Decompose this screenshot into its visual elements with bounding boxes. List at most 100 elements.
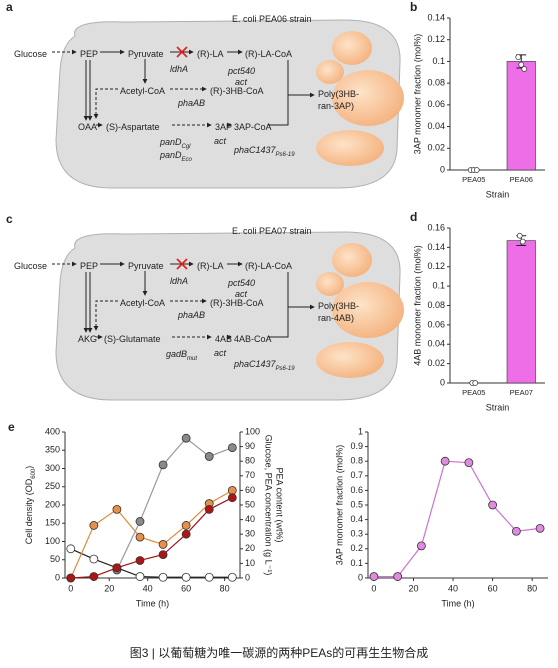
series-marker — [204, 504, 214, 514]
node-text: (R)-LA-CoA — [245, 49, 292, 59]
knockout-mark — [176, 258, 188, 270]
y-tick-label: 0.1 — [432, 281, 445, 291]
granule — [332, 70, 404, 126]
node-text: phaC1437 — [233, 359, 277, 369]
node-text: phaC1437 — [233, 145, 277, 155]
series-marker — [440, 456, 450, 466]
y-tick-label: 0 — [440, 164, 445, 174]
node-label: OAA — [78, 122, 97, 132]
y-axis-label-text: ) — [24, 466, 34, 469]
node-text: (S)-Aspartate — [106, 122, 160, 132]
pathway-diagram: a E. coli PEA06 strain Glucose PEP Pyruvate (… — [6, 0, 404, 189]
y-tick-label: 200 — [45, 499, 60, 509]
series-marker — [227, 443, 237, 453]
y-tick-label: 0.08 — [427, 300, 445, 310]
node-label: Pyruvate — [128, 49, 164, 59]
y-tick-label: 0.2 — [350, 543, 363, 553]
node-text: Pyruvate — [128, 261, 164, 271]
series-marker — [369, 572, 379, 581]
node-text: ran-4AB) — [318, 313, 354, 323]
node-label: ldhA — [170, 64, 188, 74]
node-label: Acetyl-CoA — [120, 298, 165, 308]
y2-tick-label: 80 — [245, 456, 255, 466]
data-point — [515, 54, 522, 60]
y-tick-label: 0 — [358, 572, 363, 582]
series-marker — [181, 572, 191, 582]
series-marker — [417, 541, 426, 551]
node-text: (S)-Glutamate — [104, 334, 161, 344]
node-text: Poly(3HB- — [318, 301, 359, 311]
series-marker — [181, 433, 191, 443]
y2-tick-label: 100 — [245, 426, 260, 436]
y-tick-label: 350 — [45, 445, 60, 455]
node-subscript: Ps6-19 — [276, 366, 296, 372]
series-line — [116, 437, 233, 571]
node-label: ldhA — [170, 276, 188, 286]
node-label: AKG — [78, 334, 97, 344]
y-tick-label: 0.14 — [427, 12, 445, 22]
node-label: (R)-LA — [197, 49, 224, 59]
node-text: E. coli PEA07 strain — [232, 226, 312, 236]
y-tick-label: 0.8 — [350, 456, 363, 466]
granule — [332, 243, 372, 277]
y-tick-label: 0.1 — [350, 558, 363, 568]
node-label: ran-4AB) — [318, 313, 354, 323]
y-tick-label: 0.3 — [350, 529, 363, 539]
y-tick-label: 0.04 — [427, 121, 445, 131]
node-text: gadB — [166, 349, 187, 359]
node-label: PEP — [80, 49, 98, 59]
node-text: PEP — [80, 261, 98, 271]
node-label: 3AP — [215, 122, 232, 132]
series-marker — [393, 572, 403, 581]
node-label: (S)-Glutamate — [104, 334, 161, 344]
node-text: (R)-LA-CoA — [245, 261, 292, 271]
node-text: ran-3AP) — [318, 101, 354, 111]
y-tick-label: 0.02 — [427, 143, 445, 153]
data-point — [519, 238, 526, 245]
y-tick-label: 100 — [45, 536, 60, 546]
series-marker — [488, 500, 498, 510]
node-subscript: Cgl — [182, 144, 192, 150]
y-tick-label: 0.6 — [350, 485, 363, 495]
y-tick-label: 150 — [45, 518, 60, 528]
data-point — [516, 232, 523, 239]
y-tick-label: 0.9 — [350, 441, 363, 451]
node-text: pct540 — [227, 66, 255, 76]
x-tick-label: PEA05 — [462, 388, 485, 397]
node-label: phaAB — [177, 98, 205, 108]
node-subscript: Ps6-19 — [276, 152, 296, 158]
y-tick-label: 0.16 — [427, 222, 445, 232]
cell-outline — [55, 231, 401, 401]
y2-tick-label: 90 — [245, 441, 255, 451]
node-text: 3AP-CoA — [234, 122, 272, 132]
y2-axis-label: PEA content (wt%) — [275, 467, 285, 542]
node-label: Poly(3HB- — [318, 89, 359, 99]
y2-tick-label: 50 — [245, 499, 255, 509]
node-text: (R)-3HB-CoA — [210, 86, 264, 96]
node-label: E. coli PEA06 strain — [232, 14, 312, 24]
node-text: Poly(3HB- — [318, 89, 359, 99]
series-marker — [135, 572, 145, 581]
x-tick-label: PEA06 — [510, 175, 533, 184]
x-tick-label: 60 — [488, 583, 498, 593]
node-label: (R)-LA-CoA — [245, 261, 292, 271]
connector — [268, 272, 289, 338]
connector — [268, 60, 289, 126]
node-label: Glucose — [14, 49, 47, 59]
node-subscript: mut — [187, 356, 197, 362]
y2-axis-label: Glucose, PEA concentration (g L⁻¹) — [264, 435, 274, 576]
node-label: act — [214, 136, 227, 146]
y2-tick-label: 40 — [245, 514, 255, 524]
node-text: Pyruvate — [128, 49, 164, 59]
node-label: Glucose — [14, 261, 47, 271]
caption: 图3 | 以葡萄糖为唯一碳源的两种PEAs的可再生生物合成 — [130, 645, 428, 660]
arrow — [93, 88, 118, 119]
y-axis-label-subscript: 600 — [31, 468, 37, 479]
node-text: 3AP — [215, 122, 232, 132]
node-label: act — [235, 77, 248, 87]
data-point — [518, 61, 525, 68]
y2-tick-label: 20 — [245, 543, 255, 553]
y2-tick-label: 30 — [245, 529, 255, 539]
x-tick-label: 20 — [408, 583, 418, 593]
